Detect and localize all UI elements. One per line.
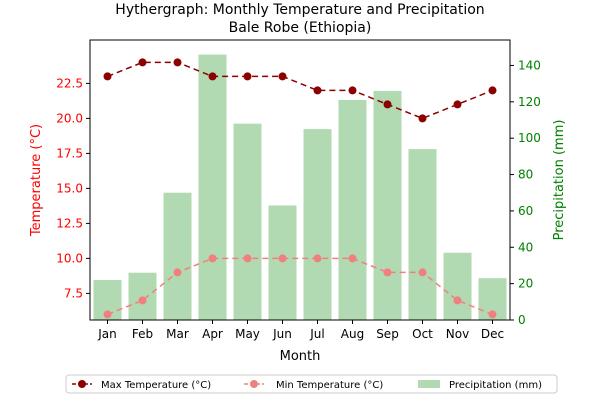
max-temperature-point <box>173 58 182 67</box>
max-temperature-point <box>313 86 322 95</box>
right-y-tick-label: 140 <box>518 58 541 72</box>
max-temperature-line <box>107 61 493 120</box>
x-tick-label: Jun <box>272 327 292 341</box>
x-tick-label: Aug <box>341 327 364 341</box>
max-temperature-point <box>383 100 392 109</box>
chart-title-line1: Hythergraph: Monthly Temperature and Pre… <box>115 2 484 18</box>
max-temperature-point <box>103 72 112 81</box>
x-tick-label: Apr <box>202 327 223 341</box>
min-temperature-point <box>103 310 112 319</box>
left-y-tick-label: 22.5 <box>56 76 83 90</box>
right-y-tick-label: 100 <box>518 131 541 145</box>
max-temperature-point <box>138 58 147 67</box>
x-tick-label: Jul <box>309 327 324 341</box>
left-y-axis-ticks: 7.5 10.0 12.5 15.0 17.5 20.0 22.5 <box>56 76 90 300</box>
right-y-axis-label: Precipitation (mm) <box>552 120 567 241</box>
x-tick-label: Mar <box>166 327 189 341</box>
right-y-tick-label: 60 <box>518 204 533 218</box>
left-y-axis-label: Temperature (°C) <box>29 124 44 237</box>
min-temperature-line <box>107 257 493 316</box>
x-axis-label: Month <box>280 349 321 364</box>
precipitation-bar <box>338 100 367 320</box>
legend-max-label: Max Temperature (°C) <box>101 380 211 391</box>
precipitation-bar <box>163 192 192 320</box>
max-temperature-point <box>208 72 217 81</box>
min-temperature-point <box>243 254 252 263</box>
right-y-tick-label: 20 <box>518 277 533 291</box>
plot-frame <box>89 39 511 321</box>
min-temperature-point <box>418 268 427 277</box>
x-tick-label: Jan <box>97 327 117 341</box>
legend-precip-label: Precipitation (mm) <box>449 380 542 391</box>
min-temperature-point <box>488 310 497 319</box>
max-temperature-point <box>243 72 252 81</box>
chart-title-line2: Bale Robe (Ethiopia) <box>229 20 372 36</box>
min-temperature-point <box>313 254 322 263</box>
x-tick-label: Nov <box>446 327 469 341</box>
x-tick-label: Sep <box>376 327 399 341</box>
left-y-tick-label: 12.5 <box>56 216 83 230</box>
max-temperature-point <box>348 86 357 95</box>
precipitation-bar <box>408 149 437 320</box>
precipitation-bar <box>268 205 297 320</box>
x-axis-ticks: Jan Feb Mar Apr May Jun Jul Aug Sep Oct Nov Dec <box>97 320 504 341</box>
precipitation-bar <box>128 272 157 320</box>
max-temperature-point <box>418 114 427 123</box>
legend: Max Temperature (°C) Min Temperature (°C)… <box>65 374 558 394</box>
min-temperature-point <box>208 254 217 263</box>
right-y-tick-label: 0 <box>518 313 526 327</box>
legend-min-swatch-marker <box>250 380 258 388</box>
left-y-tick-label: 20.0 <box>56 111 83 125</box>
max-temperature-point <box>278 72 287 81</box>
precipitation-bar <box>198 54 227 320</box>
precipitation-bars <box>93 54 507 321</box>
right-y-tick-label: 80 <box>518 168 533 182</box>
right-y-tick-label: 40 <box>518 240 533 254</box>
legend-frame <box>65 374 558 394</box>
right-y-axis-ticks: 0 20 40 60 80 100 120 140 <box>510 58 541 327</box>
left-y-tick-label: 7.5 <box>64 286 83 300</box>
max-temperature-point <box>488 86 497 95</box>
min-temperature-point <box>348 254 357 263</box>
legend-min-label: Min Temperature (°C) <box>276 380 383 391</box>
left-y-tick-label: 10.0 <box>56 251 83 265</box>
min-temperature-point <box>138 296 147 305</box>
precipitation-bar <box>233 123 262 321</box>
left-y-tick-label: 17.5 <box>56 146 83 160</box>
left-y-tick-label: 15.0 <box>56 181 83 195</box>
legend-max-swatch-marker <box>78 380 86 388</box>
x-tick-label: Dec <box>481 327 504 341</box>
precipitation-bar <box>303 129 332 320</box>
precipitation-bar <box>373 90 402 320</box>
min-temperature-point <box>453 296 462 305</box>
max-temperature-point <box>453 100 462 109</box>
x-tick-label: Oct <box>412 327 433 341</box>
x-tick-label: May <box>235 327 260 341</box>
precipitation-bar <box>443 252 472 320</box>
right-y-tick-label: 120 <box>518 95 541 109</box>
min-temperature-point <box>278 254 287 263</box>
x-tick-label: Feb <box>132 327 153 341</box>
min-temperature-point <box>383 268 392 277</box>
min-temperature-point <box>173 268 182 277</box>
legend-precip-swatch <box>418 380 440 388</box>
temperature-lines <box>103 58 497 319</box>
